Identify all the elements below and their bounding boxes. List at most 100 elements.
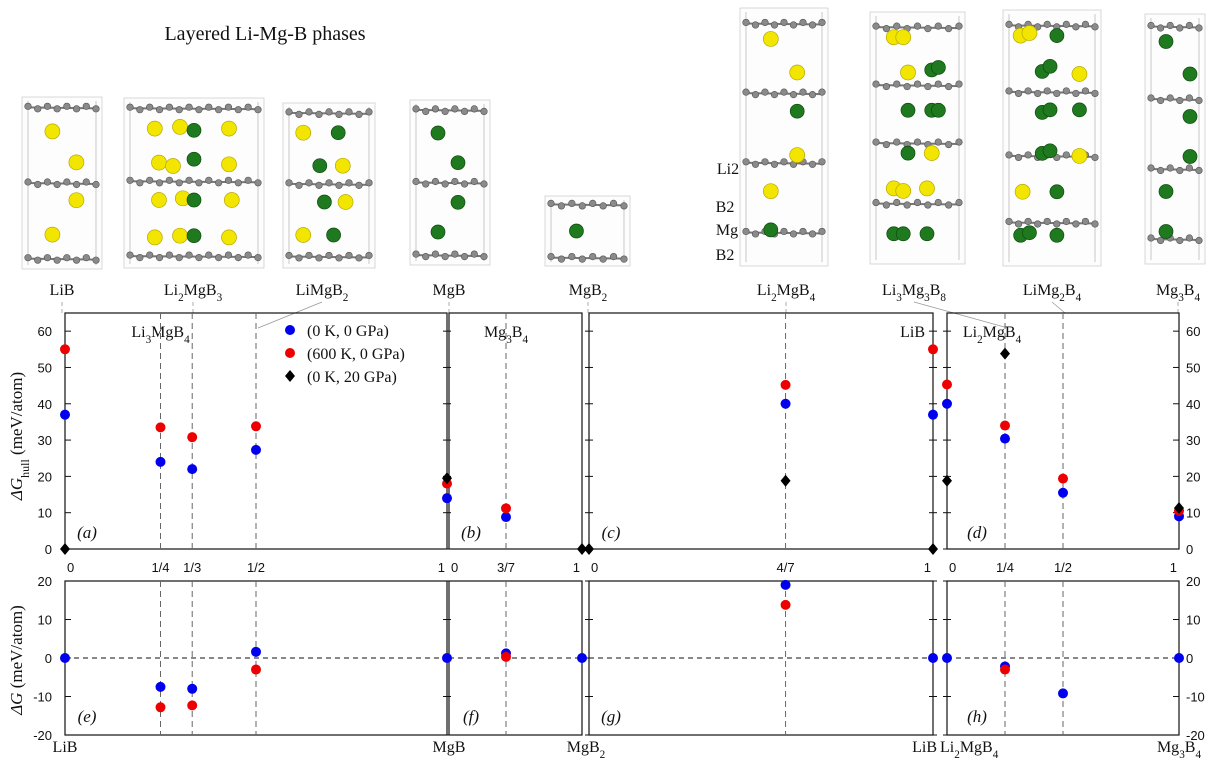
ytick-top-left-0: 0 [45, 542, 52, 557]
panel-letter-h: (h) [967, 707, 987, 726]
point-g-0000ee-1 [928, 653, 938, 663]
y-axis-title-bottom: ΔG (meV/atom) [7, 605, 26, 716]
point-h-0000ee-3 [1174, 653, 1184, 663]
ytick-top-right-10: 10 [1186, 506, 1200, 521]
ytick-bottom-right-10: 10 [1186, 613, 1200, 628]
xtick-d-3: 1 [1170, 560, 1177, 575]
ytick-top-right-30: 30 [1186, 433, 1200, 448]
structure-label-5: MgB2 [569, 282, 608, 304]
panel-letter-e: (e) [78, 707, 97, 726]
point-c-000000-2 [928, 543, 938, 555]
panel-letter-f: (f) [463, 707, 479, 726]
xtick-a-3: 1/2 [247, 560, 265, 575]
legend: (0 K, 0 GPa) (600 K, 0 GPa) (0 K, 20 GPa) [285, 323, 405, 386]
atom-legend-li: Li2 [717, 161, 739, 178]
point-a-ee0000-0 [60, 344, 70, 355]
structure-cell-5 [544, 195, 631, 267]
xtick-a-2: 1/3 [183, 560, 201, 575]
xtick-a-4: 1 [438, 560, 445, 575]
structure-label-4: MgB [433, 282, 466, 299]
ytick-bottom-left-20: 20 [38, 574, 52, 589]
point-a-0000ee-3 [251, 444, 261, 455]
point-c-000000-1 [780, 474, 791, 487]
point-d-0000ee-2 [1058, 487, 1068, 498]
point-d-000000-1 [1000, 347, 1010, 360]
panel-h: (h) [942, 653, 1184, 726]
ytick-bottom-left--20: -20 [33, 728, 52, 743]
point-d-000000-0 [942, 474, 952, 487]
point-e-0000ee-3 [251, 646, 261, 657]
point-c-000000-0 [584, 543, 594, 555]
point-a-ee0000-1 [155, 422, 166, 433]
xtick-c-2: 1 [924, 560, 931, 575]
xtick-b-2: 1 [573, 560, 580, 575]
structure-label-6: Li2MgB4 [757, 282, 816, 304]
point-h-0000ee-0 [942, 653, 952, 663]
xtick-b-1: 3/7 [497, 560, 515, 575]
panel-letter-g: (g) [601, 707, 621, 726]
structure-labels: LiB Li2MgB3 LiMgB2 MgB MgB2 Li2MgB4 Li3Mg3B8 Li… [50, 282, 1201, 304]
connector-limg2b4 [1051, 301, 1066, 314]
ytick-bottom-left-10: 10 [38, 613, 52, 628]
point-b-000000-0 [577, 543, 587, 555]
point-a-000000-0 [60, 543, 70, 555]
ytick-top-right-0: 0 [1186, 542, 1193, 557]
xtick-c-1: 4/7 [777, 560, 795, 575]
axis-labels: ΔGhull (meV/atom) ΔG (meV/atom) [7, 372, 32, 716]
panel-b: (b) 0 3/7 1 Mg3B4 [451, 324, 587, 575]
panel-d: (d) 0 1/4 1/2 1 Li2MgB4 [942, 324, 1184, 575]
point-a-0000ee-0 [60, 409, 70, 420]
legend-marker-2 [285, 348, 295, 358]
bottom-x-labels: LiB MgB MgB2 LiB Li2MgB4 Mg3B4 [53, 739, 1202, 758]
point-f-0000ee-1 [577, 653, 587, 663]
structure-label-8: LiMg2B4 [1023, 282, 1082, 304]
point-e-ee0000-2 [251, 664, 261, 675]
ytick-bottom-right--20: -20 [1186, 728, 1205, 743]
atom-legend-b-top: B2 [716, 199, 735, 216]
crystal-structures [21, 7, 1206, 270]
xtick-b-0: 0 [451, 560, 458, 575]
legend-label-2: (600 K, 0 GPa) [307, 346, 405, 363]
point-e-0000ee-4 [442, 653, 452, 663]
point-b-ee0000-0 [501, 503, 512, 514]
panel-top-label-b-0: Mg3B4 [484, 324, 528, 346]
ytick-top-right-20: 20 [1186, 469, 1200, 484]
bottom-x-label-3: MgB2 [567, 739, 606, 758]
structure-cell-2 [123, 97, 265, 269]
ytick-bottom-right-0: 0 [1186, 651, 1193, 666]
ytick-top-left-20: 20 [38, 469, 52, 484]
point-e-0000ee-1 [155, 681, 166, 692]
xtick-a-1: 1/4 [151, 560, 169, 575]
atom-legend-b-bottom: B2 [716, 247, 735, 264]
ytick-top-left-60: 60 [38, 324, 52, 339]
point-c-0000ee-1 [928, 409, 938, 420]
point-d-000000-2 [1174, 501, 1184, 514]
point-h-ee0000-0 [1000, 664, 1010, 675]
point-e-0000ee-2 [187, 683, 198, 694]
panel-top-label-c-0: LiB [900, 324, 925, 341]
panel-g: (g) [601, 579, 938, 726]
ytick-top-left-50: 50 [38, 360, 52, 375]
point-d-ee0000-0 [942, 379, 952, 390]
figure-title: Layered Li-Mg-B phases [164, 23, 365, 45]
point-g-ee0000-0 [780, 599, 791, 610]
panel-c: (c) 0 4/7 1 LiB [584, 324, 938, 575]
panel-top-label-a-0: Li3MgB4 [131, 324, 190, 346]
legend-marker-1 [285, 325, 295, 335]
panel-top-label-d-0: Li2MgB4 [963, 324, 1022, 346]
legend-label-3: (0 K, 20 GPa) [307, 369, 397, 386]
point-a-000000-1 [442, 472, 452, 485]
bottom-x-label-4: LiB [912, 739, 937, 756]
structure-cell-9 [1144, 13, 1206, 265]
structure-cell-7 [869, 11, 966, 265]
legend-marker-3 [285, 370, 295, 382]
bottom-x-label-1: LiB [53, 739, 78, 756]
point-a-ee0000-2 [187, 432, 198, 443]
ytick-top-right-60: 60 [1186, 324, 1200, 339]
structure-label-2: Li2MgB3 [164, 282, 223, 304]
ytick-top-right-40: 40 [1186, 397, 1200, 412]
point-e-ee0000-0 [155, 702, 166, 713]
panel-top-frame-3 [588, 312, 934, 550]
point-c-ee0000-1 [928, 344, 938, 355]
